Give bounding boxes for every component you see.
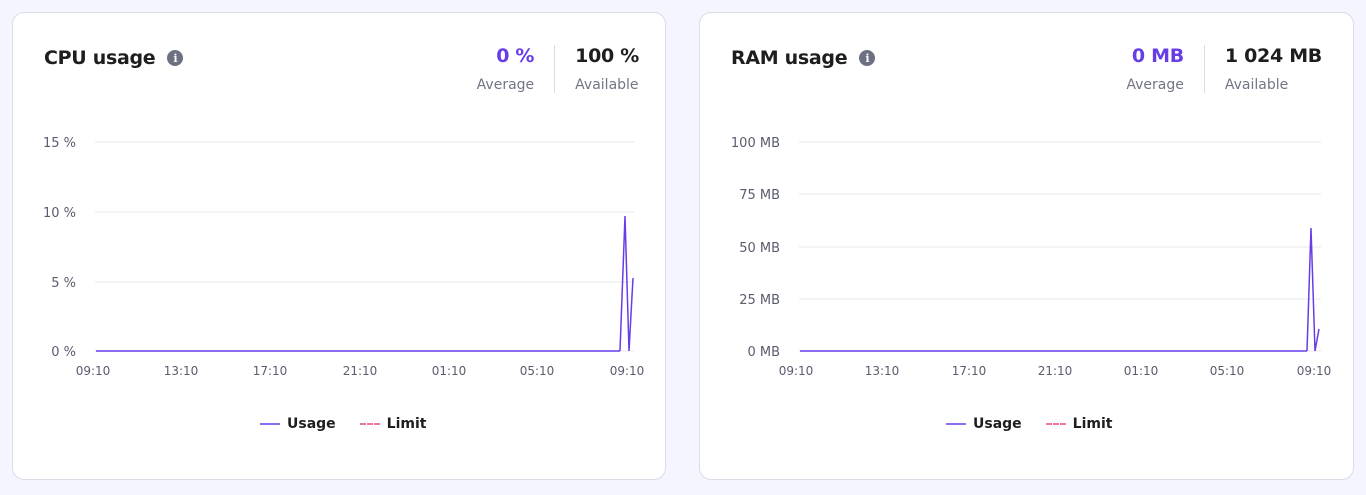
- ram-usage-spike: [1306, 227, 1320, 352]
- y-tick: 10 %: [43, 206, 76, 221]
- x-tick: 09:10: [1297, 364, 1332, 378]
- legend-limit[interactable]: Limit: [359, 416, 427, 432]
- cpu-stats: 0 % Average 100 % Available: [477, 45, 639, 93]
- ram-card-title: RAM usage i: [731, 47, 876, 69]
- limit-swatch-icon: [359, 423, 380, 425]
- cpu-available-stat: 100 % Available: [555, 45, 639, 93]
- ram-usage-card: RAM usage i 0 MB Average 1 024 MB Availa…: [699, 12, 1354, 480]
- x-tick: 09:10: [610, 364, 645, 378]
- ram-grid: [799, 141, 1321, 352]
- legend-usage-label: Usage: [287, 416, 336, 432]
- legend-usage[interactable]: Usage: [260, 416, 336, 432]
- y-tick: 0 MB: [747, 345, 780, 360]
- y-tick: 50 MB: [739, 241, 780, 256]
- ram-available-stat: 1 024 MB Available: [1205, 45, 1322, 93]
- ram-average-stat: 0 MB Average: [1126, 45, 1205, 93]
- x-tick: 13:10: [164, 364, 199, 378]
- x-tick: 21:10: [1038, 364, 1073, 378]
- cpu-usage-spike: [619, 215, 634, 352]
- y-tick: 100 MB: [731, 136, 780, 151]
- cpu-card-title: CPU usage i: [44, 47, 184, 69]
- y-tick: 75 MB: [739, 188, 780, 203]
- cpu-average-label: Average: [476, 77, 535, 93]
- y-tick: 25 MB: [739, 293, 780, 308]
- ram-x-axis: 09:10 13:10 17:10 21:10 01:10 05:10 09:1…: [779, 364, 1332, 378]
- ram-average-value: 0 MB: [1131, 45, 1184, 67]
- y-tick: 0 %: [51, 345, 76, 360]
- y-tick: 15 %: [43, 136, 76, 151]
- x-tick: 13:10: [865, 364, 900, 378]
- cpu-average-stat: 0 % Average: [477, 45, 556, 93]
- cpu-x-axis: 09:10 13:10 17:10 21:10 01:10 05:10 09:1…: [76, 364, 645, 378]
- cpu-title-text: CPU usage: [44, 47, 156, 69]
- x-tick: 09:10: [76, 364, 111, 378]
- x-tick: 09:10: [779, 364, 814, 378]
- legend-usage[interactable]: Usage: [946, 416, 1022, 432]
- cpu-available-label: Available: [575, 77, 639, 93]
- ram-available-value: 1 024 MB: [1224, 45, 1322, 67]
- cpu-legend: Usage Limit: [260, 416, 450, 432]
- cpu-grid: [95, 141, 634, 352]
- ram-line-chart[interactable]: 100 MB 75 MB 50 MB 25 MB 0 MB 09:10 13:1…: [700, 123, 1355, 393]
- x-tick: 05:10: [1210, 364, 1245, 378]
- info-icon[interactable]: i: [859, 50, 876, 66]
- cpu-y-axis: 15 % 10 % 5 % 0 %: [43, 136, 76, 360]
- cpu-available-value: 100 %: [575, 45, 639, 67]
- ram-legend: Usage Limit: [946, 416, 1136, 432]
- y-tick: 5 %: [51, 276, 76, 291]
- cpu-usage-card: CPU usage i 0 % Average 100 % Available …: [12, 12, 666, 480]
- ram-available-label: Available: [1224, 77, 1289, 93]
- cpu-line-chart[interactable]: 15 % 10 % 5 % 0 % 09:10 13:10 17:10 21:1…: [13, 123, 667, 393]
- x-tick: 05:10: [520, 364, 555, 378]
- ram-stats: 0 MB Average 1 024 MB Available: [1126, 45, 1322, 93]
- x-tick: 21:10: [343, 364, 378, 378]
- legend-usage-label: Usage: [973, 416, 1022, 432]
- x-tick: 17:10: [253, 364, 288, 378]
- ram-y-axis: 100 MB 75 MB 50 MB 25 MB 0 MB: [731, 136, 780, 360]
- limit-swatch-icon: [1045, 423, 1066, 425]
- cpu-average-value: 0 %: [496, 45, 535, 67]
- legend-limit[interactable]: Limit: [1045, 416, 1113, 432]
- x-tick: 01:10: [432, 364, 467, 378]
- legend-limit-label: Limit: [386, 416, 427, 432]
- ram-average-label: Average: [1126, 77, 1184, 93]
- info-icon[interactable]: i: [167, 50, 184, 66]
- legend-limit-label: Limit: [1072, 416, 1113, 432]
- ram-title-text: RAM usage: [731, 47, 848, 69]
- usage-swatch-icon: [260, 423, 280, 425]
- x-tick: 17:10: [952, 364, 987, 378]
- usage-swatch-icon: [946, 423, 966, 425]
- x-tick: 01:10: [1124, 364, 1159, 378]
